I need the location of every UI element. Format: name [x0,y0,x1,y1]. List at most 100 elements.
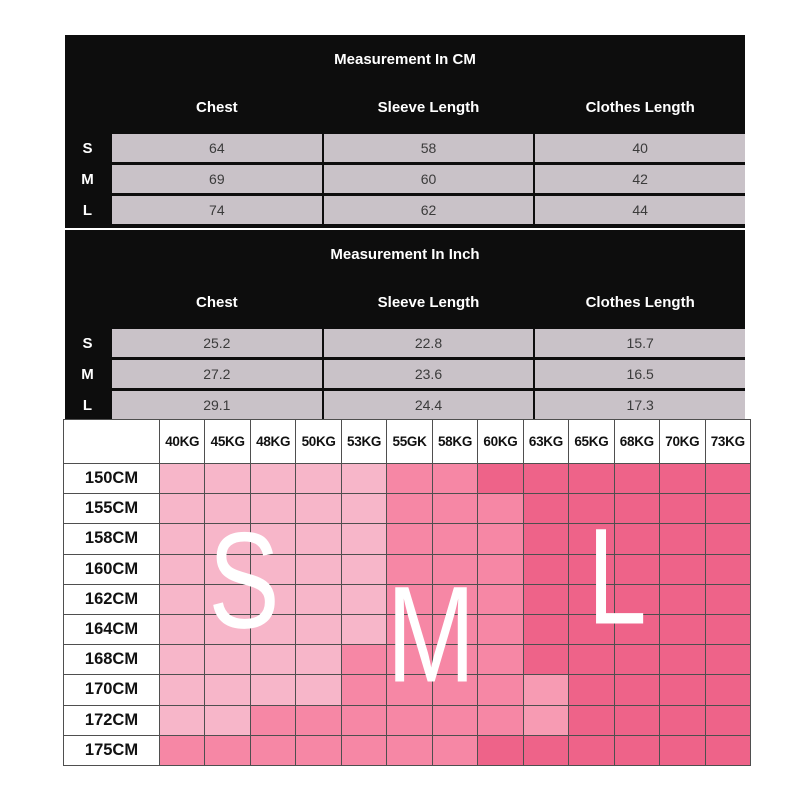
size-cell [205,554,250,584]
size-cell [614,735,660,765]
size-cell [205,645,250,675]
measurement-cell: 15.7 [535,329,745,357]
size-cell [660,524,705,554]
weight-header-cell: 53KG [341,420,387,463]
size-cell [250,705,296,735]
size-cell [523,705,569,735]
column-header-sleeve-length: Sleeve Length [323,279,534,326]
size-cell [432,524,478,554]
table-row: M 69 60 42 [65,165,745,193]
measurement-cell: 64 [112,134,322,162]
size-cell [296,494,341,524]
size-cell [341,645,387,675]
size-cell [296,524,341,554]
size-cell [160,615,205,645]
table-column-header-row: Chest Sleeve Length Clothes Length [65,84,745,131]
size-cell [250,524,296,554]
size-cell [705,645,750,675]
size-cell [432,735,478,765]
measurement-cell: 17.3 [535,391,745,419]
measurement-table-cm: Measurement In CM Chest Sleeve Length Cl… [65,35,745,228]
measurement-cell: 25.2 [112,329,322,357]
size-cell [341,615,387,645]
column-header-chest: Chest [112,279,322,326]
table-row: S 25.2 22.8 15.7 [65,329,745,357]
size-cell [205,464,250,494]
size-cell [160,705,205,735]
size-cell [660,705,705,735]
size-cell [705,705,750,735]
size-cell [160,735,205,765]
size-cell [660,464,705,494]
size-cell [614,464,660,494]
size-cell [478,524,523,554]
size-cell [387,705,432,735]
size-cell [387,645,432,675]
weight-header-cell: 55GK [387,420,432,463]
size-cell [569,524,614,554]
table-stub-cell [65,84,110,131]
size-cell [569,705,614,735]
size-cell [160,675,205,705]
size-cell [160,494,205,524]
size-cell [660,615,705,645]
size-cell [341,524,387,554]
corner-cell [64,420,159,463]
size-cell [660,675,705,705]
size-cell [387,524,432,554]
weight-header-cell: 45KG [205,420,250,463]
height-label-cell: 164CM [64,615,159,645]
table-column-header-row: Chest Sleeve Length Clothes Length [65,279,745,326]
size-cell [478,735,523,765]
column-header-clothes-length: Clothes Length [535,84,745,131]
size-cell [250,464,296,494]
size-cell [387,615,432,645]
measurement-cell: 42 [535,165,745,193]
size-cell [250,494,296,524]
size-cell [478,645,523,675]
height-label-cell: 160CM [64,554,159,584]
size-cell [614,675,660,705]
size-cell [523,494,569,524]
size-cell [523,675,569,705]
size-cell [432,554,478,584]
weight-header-cell: 63KG [523,420,569,463]
size-cell [614,554,660,584]
row-label-l: L [65,391,110,419]
size-cell [296,705,341,735]
size-cell [341,705,387,735]
size-cell [614,584,660,614]
table-row: L 74 62 44 [65,196,745,224]
size-cell [478,554,523,584]
height-label-cell: 168CM [64,645,159,675]
size-cell [523,524,569,554]
column-header-clothes-length: Clothes Length [535,279,745,326]
measurement-cell: 62 [323,196,534,224]
size-cell [387,735,432,765]
size-cell [296,584,341,614]
size-cell [205,584,250,614]
size-cell [341,675,387,705]
size-cell [478,584,523,614]
column-header-sleeve-length: Sleeve Length [323,84,534,131]
size-cell [296,464,341,494]
size-cell [250,584,296,614]
weight-header-cell: 50KG [296,420,341,463]
size-cell [296,615,341,645]
size-cell [569,554,614,584]
table-row: L 29.1 24.4 17.3 [65,391,745,419]
height-label-cell: 175CM [64,735,159,765]
table-title: Measurement In CM [334,51,476,68]
size-cell [705,464,750,494]
size-cell [660,494,705,524]
size-cell [523,645,569,675]
size-cell [614,524,660,554]
size-cell [569,735,614,765]
size-cell [250,615,296,645]
size-cell [705,735,750,765]
size-cell [250,735,296,765]
size-cell [387,464,432,494]
size-cell [205,675,250,705]
size-cell [160,524,205,554]
weight-header-cell: 70KG [660,420,705,463]
